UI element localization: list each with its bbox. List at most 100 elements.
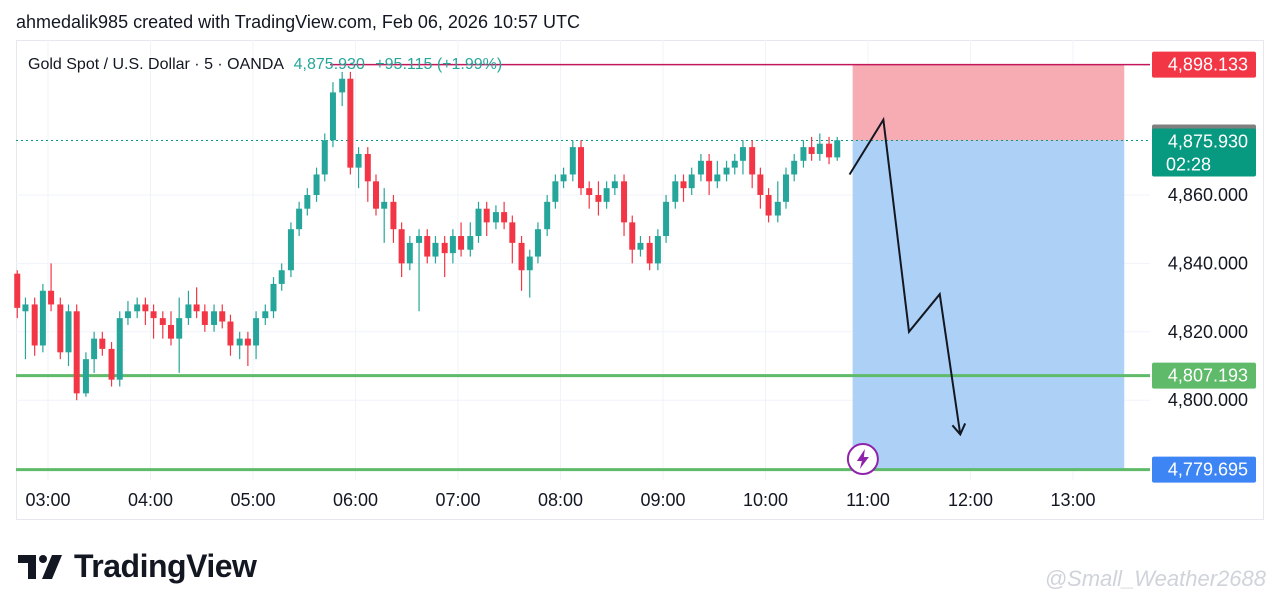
stop-price-label: 4,898.133 [1168, 55, 1248, 75]
symbol-info: Gold Spot / U.S. Dollar · 5 · OANDA 4,87… [28, 56, 502, 74]
x-tick-label: 07:00 [435, 490, 480, 510]
x-tick-label: 03:00 [25, 490, 70, 510]
candle-body [552, 181, 559, 202]
candle-body [765, 195, 772, 216]
y-tick-label: 4,820.000 [1168, 322, 1248, 342]
candle-body [65, 311, 72, 353]
candle-body [57, 304, 64, 353]
candle-body [219, 311, 226, 322]
candle-body [262, 311, 269, 319]
x-tick-label: 13:00 [1050, 490, 1095, 510]
candle-body [569, 147, 576, 175]
projection-path [848, 116, 967, 437]
candle-body [637, 242, 644, 250]
current-price-badge [1152, 128, 1256, 177]
candle-body [329, 92, 336, 141]
candle-body [826, 143, 833, 158]
candle-body [731, 160, 738, 168]
candle-body [39, 290, 46, 346]
candle-body [672, 181, 679, 202]
tradingview-logo[interactable]: TradingView [18, 548, 257, 585]
lightning-icon [846, 443, 879, 475]
candle-body [492, 212, 499, 223]
candle-body [82, 359, 89, 394]
candle-body [603, 188, 610, 202]
symbol-change: +95.115 (+1.99%) [375, 56, 503, 73]
current-price-label: 4,875.930 [1168, 132, 1248, 152]
level-price-badge [1152, 362, 1256, 389]
candle-body [834, 140, 841, 158]
x-tick-label: 06:00 [333, 490, 378, 510]
candle-body [381, 201, 388, 209]
symbol-price: 4,875.930 [293, 56, 365, 73]
candle-body [244, 338, 251, 346]
candle-body [227, 321, 234, 346]
y-tick-label: 4,800.000 [1168, 390, 1248, 410]
y-tick-label: 4,840.000 [1168, 253, 1248, 273]
candle-body [31, 304, 38, 346]
candle-body [654, 236, 661, 264]
candle-body [48, 290, 55, 305]
candle-body [544, 201, 551, 230]
candle-body [706, 160, 713, 182]
horizontal-lines [16, 63, 1150, 472]
candle-body [134, 304, 141, 312]
candle-body [321, 140, 328, 175]
candle-body [398, 229, 405, 264]
candle-body [159, 318, 166, 325]
candle-body [176, 318, 183, 339]
candle-body [73, 311, 80, 394]
candle-body [287, 229, 294, 271]
candles [14, 71, 841, 401]
candle-body [663, 201, 670, 237]
candle-body [424, 236, 431, 257]
candle-body [364, 153, 371, 182]
candle-body [595, 195, 602, 202]
candle-body [475, 208, 482, 237]
candle-body [578, 147, 584, 189]
x-tick-label: 09:00 [640, 490, 685, 510]
candle-body [91, 338, 98, 360]
price-labels: 4,898.1334,876.8064,875.93002:284,807.19… [1152, 51, 1256, 483]
candle-body [467, 236, 474, 250]
candle-body [501, 212, 508, 223]
candle-body [185, 304, 192, 319]
candle-body [800, 147, 807, 161]
stop-loss-zone [852, 64, 1125, 141]
candle-body [193, 304, 200, 312]
candle-body [783, 174, 789, 202]
candle-body [313, 174, 320, 195]
candle-body [14, 273, 21, 308]
candle-body [621, 181, 628, 223]
lightning-icon-bolt [856, 449, 869, 469]
candle-body [124, 311, 131, 319]
candle-body [816, 143, 823, 154]
candle-body [518, 242, 525, 271]
x-tick-label: 05:00 [230, 490, 275, 510]
candle-body [416, 236, 423, 243]
candle-body [791, 160, 798, 175]
tradingview-wordmark: TradingView [74, 548, 257, 584]
candle-body [278, 270, 285, 284]
candle-body [534, 229, 541, 257]
tradingview-logo-icon [18, 554, 62, 579]
watermark: @Small_Weather2688 [1044, 566, 1266, 591]
level-price-label: 4,807.193 [1168, 366, 1248, 386]
candle-body [150, 311, 157, 319]
x-axis-ticks: 03:00 04:00 05:00 06:00 07:00 08:00 09:00 10:00… [25, 490, 1095, 510]
candle-body [406, 242, 413, 264]
candle-body [629, 222, 636, 250]
candle-body [22, 304, 29, 312]
candle-body [390, 201, 397, 230]
candle-body [509, 222, 516, 243]
candle-body [757, 174, 764, 195]
candle-body [749, 147, 756, 175]
target-price-badge [1152, 456, 1256, 483]
x-tick-label: 11:00 [846, 490, 890, 510]
bar-countdown-label: 02:28 [1166, 155, 1211, 175]
candle-body [339, 78, 346, 93]
candle-body [270, 283, 277, 312]
take-profit-zone [852, 140, 1125, 470]
candle-body [142, 304, 149, 312]
